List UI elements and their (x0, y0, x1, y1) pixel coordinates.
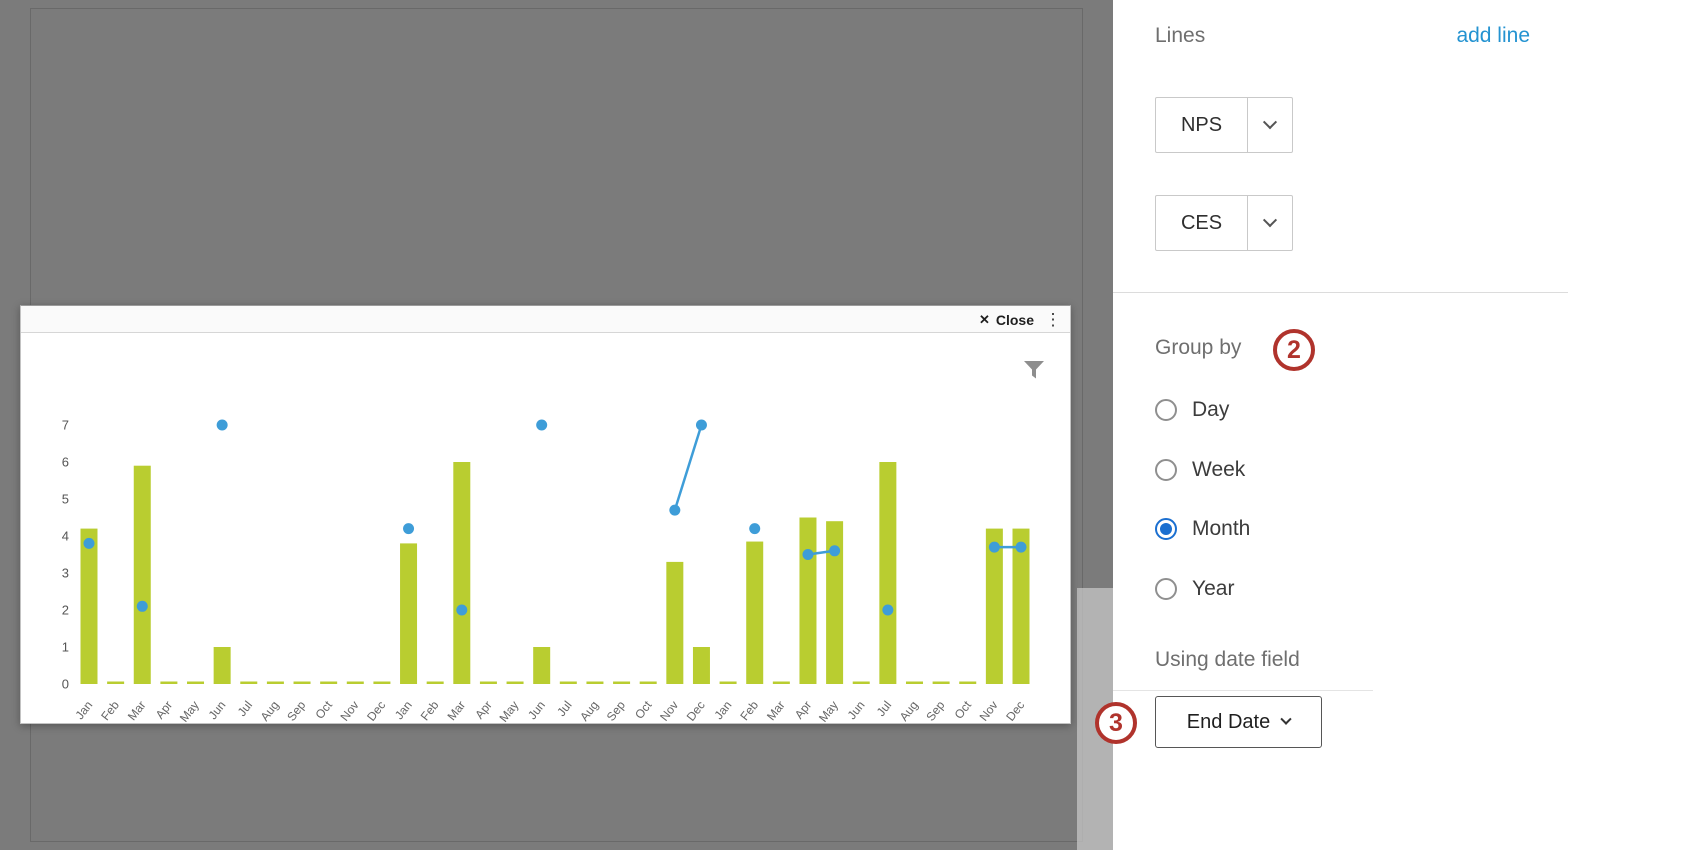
group-by-label: Group by (1155, 336, 1242, 359)
radio-icon (1155, 459, 1177, 481)
svg-text:Apr: Apr (472, 698, 495, 721)
using-date-field-label: Using date field (1155, 648, 1300, 671)
svg-text:Apr: Apr (792, 698, 815, 721)
svg-text:Dec: Dec (684, 698, 708, 723)
date-field-label: End Date (1186, 710, 1271, 733)
svg-text:Jun: Jun (525, 698, 548, 722)
svg-text:Jan: Jan (711, 698, 734, 722)
svg-text:Mar: Mar (444, 698, 468, 723)
radio-label-day: Day (1192, 398, 1230, 421)
radio-option-year[interactable]: Year (1155, 574, 1234, 604)
chevron-down-icon (1247, 98, 1292, 152)
svg-text:Aug: Aug (577, 698, 601, 723)
line-select-ces[interactable]: CES (1155, 195, 1293, 251)
radio-label-week: Week (1192, 458, 1246, 481)
svg-text:Jan: Jan (392, 698, 415, 722)
svg-text:Sep: Sep (604, 698, 628, 724)
svg-text:May: May (496, 698, 521, 724)
chart-popup: ✕ Close ⋮ 0 1 2 3 4 5 6 7 Jan Feb Mar Apr May Jun Jul A… (20, 305, 1071, 725)
svg-text:Oct: Oct (952, 698, 975, 722)
svg-text:Nov: Nov (337, 698, 361, 723)
svg-text:Jan: Jan (72, 698, 95, 722)
add-line-link[interactable]: add line (1456, 24, 1530, 47)
svg-text:Jul: Jul (235, 698, 255, 719)
date-field-dropdown[interactable]: End Date (1155, 696, 1322, 748)
svg-text:Feb: Feb (418, 698, 442, 723)
svg-text:May: May (816, 698, 841, 724)
svg-text:Jun: Jun (845, 698, 868, 722)
chevron-down-icon (1280, 713, 1292, 725)
svg-text:Oct: Oct (632, 698, 655, 722)
svg-text:Sep: Sep (284, 698, 308, 724)
svg-text:Aug: Aug (258, 698, 282, 723)
radio-label-month: Month (1192, 517, 1251, 540)
svg-text:7: 7 (62, 418, 69, 433)
svg-text:Sep: Sep (923, 698, 947, 724)
line-select-ces-label: CES (1180, 211, 1223, 234)
svg-text:1: 1 (62, 640, 69, 655)
svg-text:Feb: Feb (737, 698, 761, 723)
svg-text:Mar: Mar (764, 698, 788, 723)
svg-text:4: 4 (62, 529, 69, 544)
svg-text:Jul: Jul (874, 698, 894, 719)
settings-sidebar: Lines add line NPS CES Group by 2 Day We… (1095, 0, 1700, 850)
svg-text:Nov: Nov (977, 698, 1001, 723)
kebab-menu-icon[interactable]: ⋮ (1044, 309, 1062, 329)
annotation-circle-2: 2 (1273, 329, 1315, 371)
radio-option-day[interactable]: Day (1155, 395, 1229, 425)
chart-popup-header: ✕ Close ⋮ (21, 306, 1070, 333)
svg-text:Mar: Mar (125, 698, 149, 723)
chart-area: 0 1 2 3 4 5 6 7 Jan Feb Mar Apr May Jun Jul Aug Sep Oct No… (21, 333, 1070, 725)
svg-text:Apr: Apr (153, 698, 176, 721)
line-select-nps[interactable]: NPS (1155, 97, 1293, 153)
radio-option-week[interactable]: Week (1155, 455, 1245, 485)
svg-text:Dec: Dec (1003, 698, 1027, 723)
line-select-nps-label: NPS (1180, 113, 1223, 136)
radio-icon (1155, 399, 1177, 421)
svg-text:Feb: Feb (98, 698, 122, 723)
svg-text:6: 6 (62, 455, 69, 470)
svg-text:May: May (177, 698, 202, 724)
svg-text:Jul: Jul (554, 698, 574, 719)
section-divider (1113, 690, 1373, 691)
radio-option-month[interactable]: Month (1155, 514, 1250, 544)
svg-text:0: 0 (62, 677, 69, 692)
svg-text:Nov: Nov (657, 698, 681, 723)
annotation-circle-3: 3 (1095, 702, 1137, 744)
close-button[interactable]: ✕ Close (979, 306, 1034, 333)
close-icon: ✕ (978, 312, 990, 327)
radio-icon (1155, 518, 1177, 540)
close-label: Close (995, 311, 1034, 328)
radio-label-year: Year (1192, 577, 1235, 600)
svg-text:Aug: Aug (897, 698, 921, 723)
svg-text:3: 3 (62, 566, 69, 581)
radio-icon (1155, 578, 1177, 600)
svg-text:2: 2 (62, 603, 69, 618)
svg-text:5: 5 (62, 492, 69, 507)
lines-label: Lines (1155, 24, 1206, 47)
svg-text:Jun: Jun (206, 698, 229, 722)
svg-text:Oct: Oct (312, 698, 335, 722)
svg-text:Dec: Dec (364, 698, 388, 723)
section-divider (1113, 292, 1568, 293)
chevron-down-icon (1247, 196, 1292, 250)
